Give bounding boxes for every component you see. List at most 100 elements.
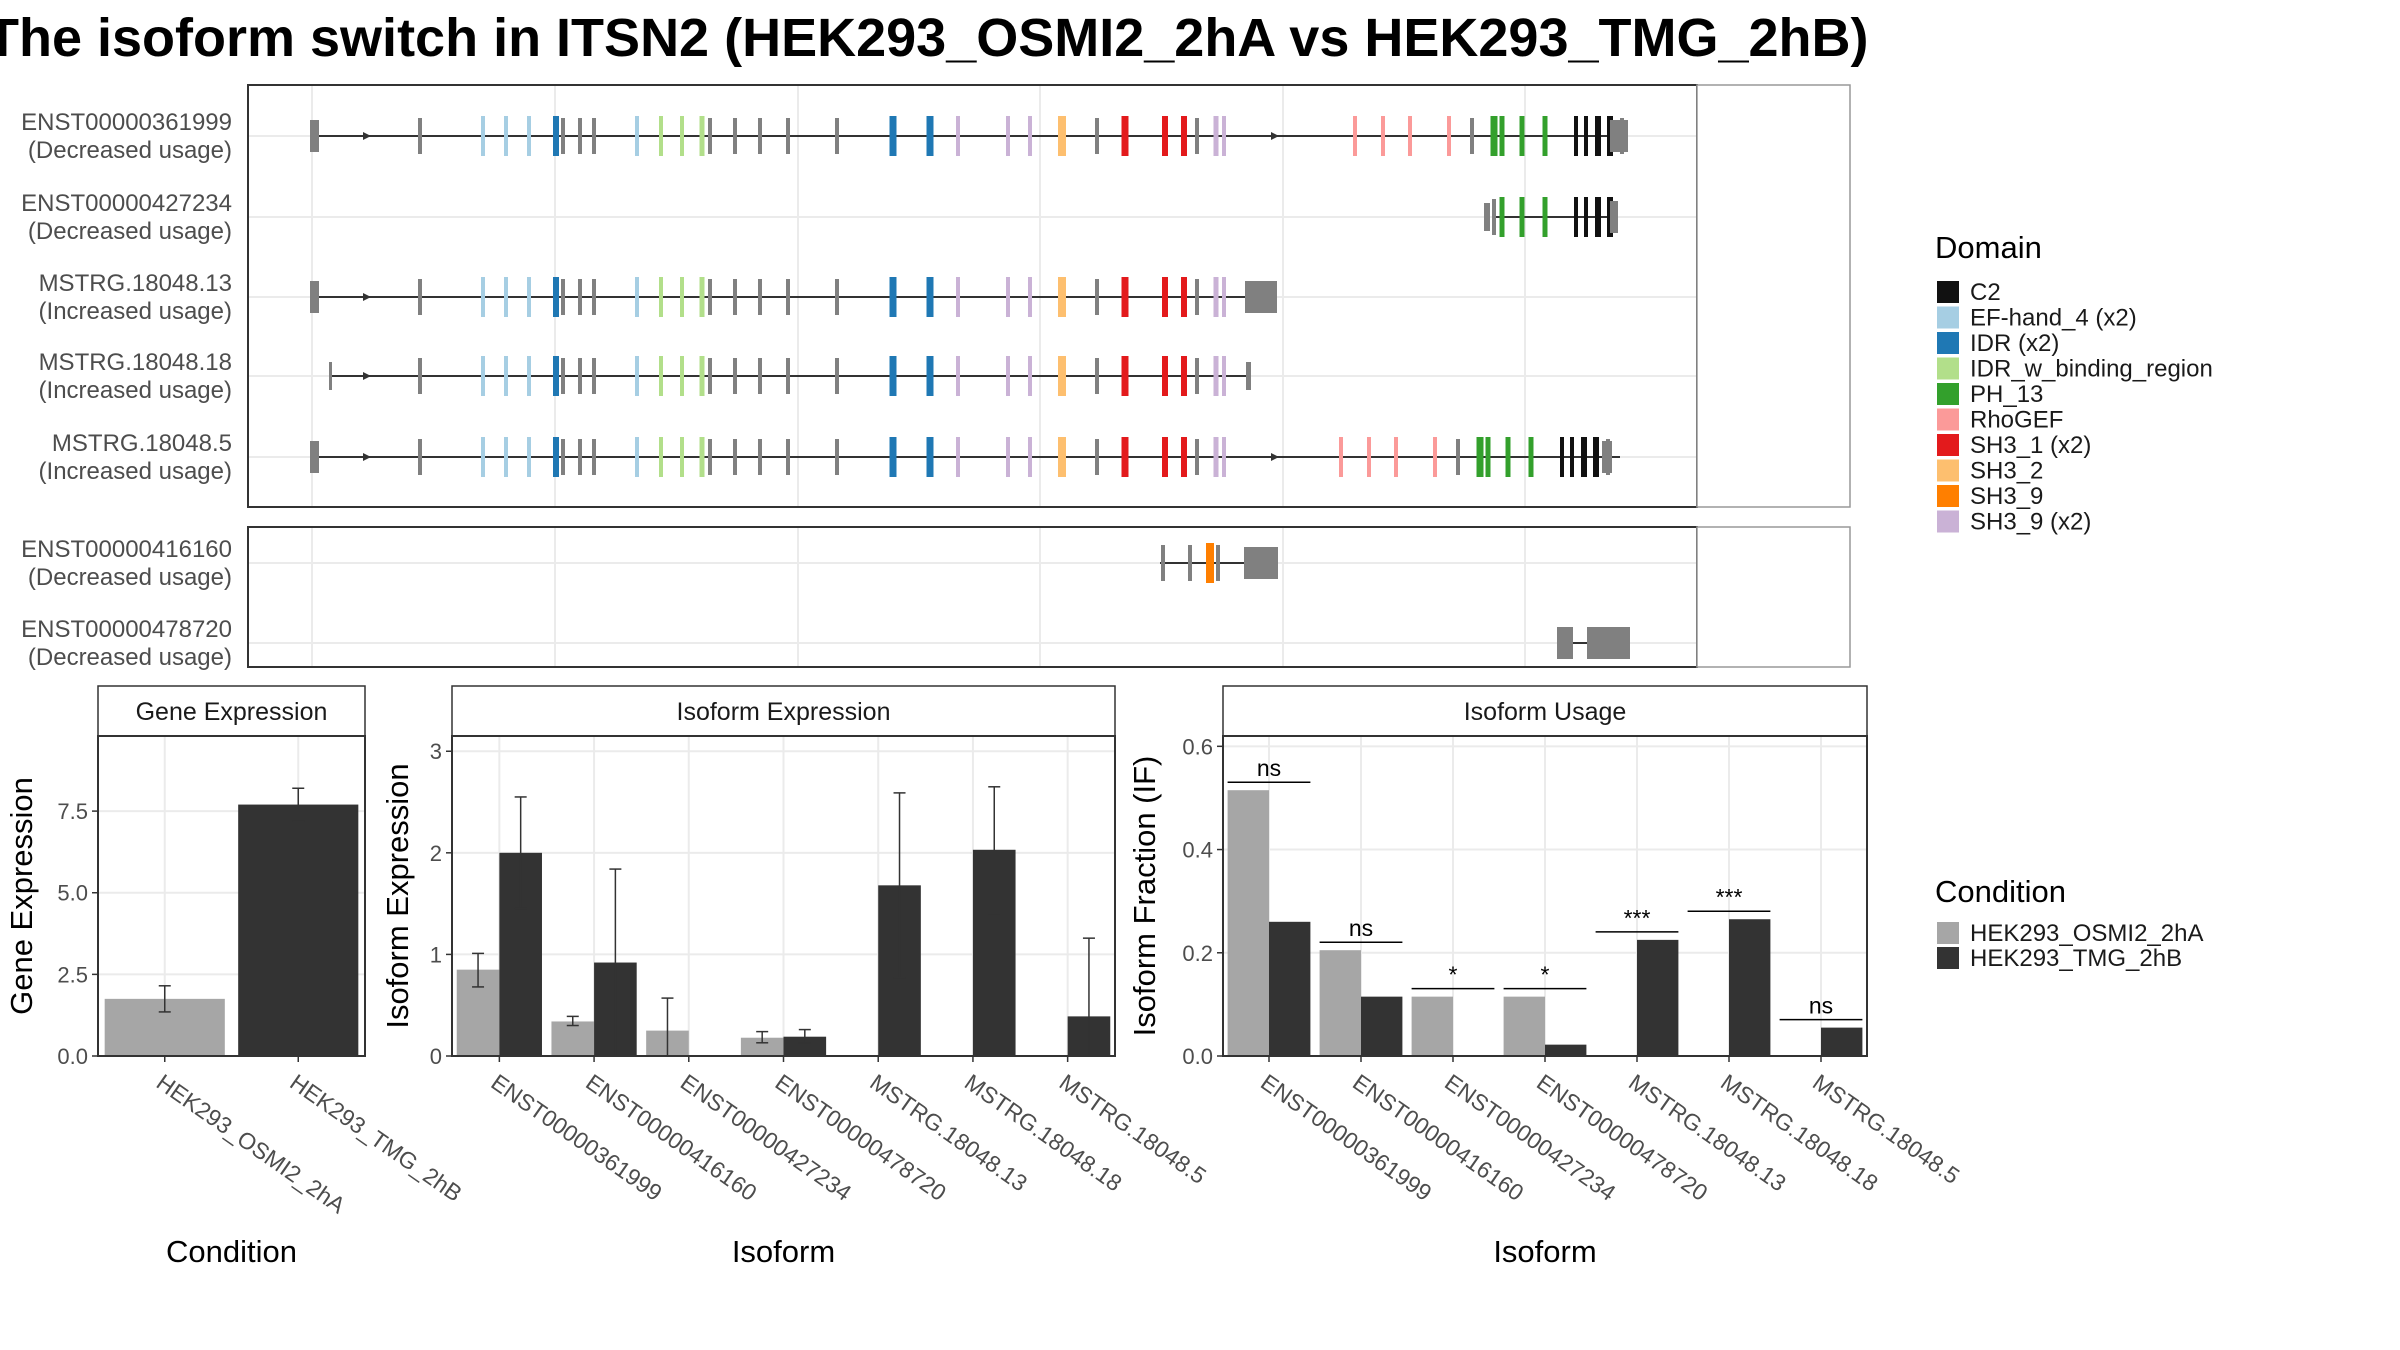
exon	[733, 358, 737, 394]
utr-block	[1244, 547, 1278, 579]
exon	[1519, 197, 1525, 237]
exon	[1162, 116, 1168, 156]
utr-block	[310, 281, 319, 313]
exon	[592, 358, 596, 394]
exon	[1195, 118, 1199, 154]
x-tick-label: ENST00000416160	[1348, 1069, 1528, 1206]
exon	[1213, 277, 1219, 317]
y-tick-label: 2	[430, 841, 442, 866]
domain-legend-label: IDR (x2)	[1970, 330, 2059, 357]
exon	[1476, 437, 1484, 477]
bar	[1319, 950, 1361, 1056]
exon	[1505, 437, 1511, 477]
condition-legend-title: Condition	[1935, 874, 2066, 909]
exon	[504, 356, 508, 396]
exon	[635, 437, 639, 477]
exon	[1367, 437, 1371, 477]
exon	[1162, 437, 1168, 477]
y-tick-label: 3	[430, 739, 442, 764]
exon	[956, 277, 960, 317]
exon	[1121, 116, 1129, 156]
exon	[758, 279, 762, 315]
exon	[889, 116, 897, 156]
isoform-id-label: MSTRG.18048.18	[39, 349, 232, 376]
exon	[635, 116, 639, 156]
exon	[1195, 439, 1199, 475]
y-tick-label: 0.0	[1182, 1044, 1213, 1069]
exon	[527, 437, 531, 477]
exon	[592, 279, 596, 315]
exon	[1006, 277, 1010, 317]
exon	[1058, 356, 1066, 396]
exon	[926, 356, 934, 396]
strand-arrow	[363, 372, 371, 380]
condition-legend-label: HEK293_OSMI2_2hA	[1970, 920, 2203, 947]
condition-legend-label: HEK293_TMG_2hB	[1970, 945, 2182, 972]
bar	[1637, 939, 1679, 1056]
exon	[708, 279, 712, 315]
exon	[1222, 116, 1226, 156]
isoform-id-label: ENST00000478720	[21, 616, 232, 643]
figure-title: The isoform switch in ITSN2 (HEK293_OSMI…	[0, 8, 1869, 68]
exon	[1028, 437, 1032, 477]
exon	[1570, 437, 1574, 477]
isoform-change-label: (Decreased usage)	[28, 218, 232, 245]
domain-legend-label: SH3_9 (x2)	[1970, 509, 2091, 536]
exon	[1028, 356, 1032, 396]
exon	[418, 118, 422, 154]
exon	[578, 279, 582, 315]
exon	[1394, 437, 1398, 477]
exon	[1222, 437, 1226, 477]
significance-label: ***	[1716, 884, 1743, 910]
exon	[659, 277, 663, 317]
exon	[699, 116, 705, 156]
exon	[1456, 439, 1460, 475]
bar	[1227, 790, 1269, 1056]
isoform-id-label: ENST00000427234	[21, 190, 232, 217]
y-tick-label: 0.2	[1182, 941, 1213, 966]
significance-label: ns	[1257, 755, 1281, 781]
x-tick-label: MSTRG.18048.13	[865, 1069, 1032, 1197]
chart-strip	[97, 685, 366, 737]
exon	[1095, 439, 1099, 475]
bar	[1821, 1027, 1863, 1056]
x-axis-title: Isoform	[1493, 1234, 1596, 1269]
y-axis-title: Gene Expression	[4, 777, 39, 1015]
utr-block	[1587, 627, 1630, 659]
exon	[786, 358, 790, 394]
x-tick-label: ENST00000416160	[581, 1069, 761, 1206]
plot-frame	[97, 735, 366, 1057]
exon	[1470, 118, 1474, 154]
bar	[740, 1037, 784, 1056]
strand-arrow	[363, 293, 371, 301]
significance-label: *	[1541, 962, 1550, 988]
utr-block	[310, 120, 319, 152]
significance-label: ns	[1809, 993, 1833, 1019]
strand-arrow	[1271, 453, 1279, 461]
exon	[553, 356, 559, 396]
exon	[1584, 116, 1588, 156]
exon	[956, 356, 960, 396]
x-tick-label: ENST00000478720	[771, 1069, 951, 1206]
exon	[1595, 197, 1601, 237]
bar	[1545, 1044, 1587, 1056]
transcript-structure-panel: ENST00000361999(Decreased usage)ENST0000…	[21, 84, 1851, 671]
exon	[835, 118, 839, 154]
exon	[418, 279, 422, 315]
exon	[1028, 116, 1032, 156]
exon	[578, 118, 582, 154]
condition-legend-swatch	[1937, 947, 1959, 969]
domain-legend-swatch	[1937, 485, 1959, 507]
utr-block	[1484, 203, 1490, 231]
x-tick-label: MSTRG.18048.13	[1624, 1069, 1791, 1197]
exon	[1195, 358, 1199, 394]
x-tick-label: ENST00000427234	[1440, 1069, 1621, 1206]
exon	[481, 437, 485, 477]
transcript-model	[310, 277, 1277, 317]
exon	[786, 439, 790, 475]
significance-label: ***	[1624, 905, 1651, 931]
exon	[1162, 356, 1168, 396]
isoform-id-label: MSTRG.18048.5	[52, 430, 232, 457]
chart-title: Isoform Expression	[677, 698, 891, 726]
